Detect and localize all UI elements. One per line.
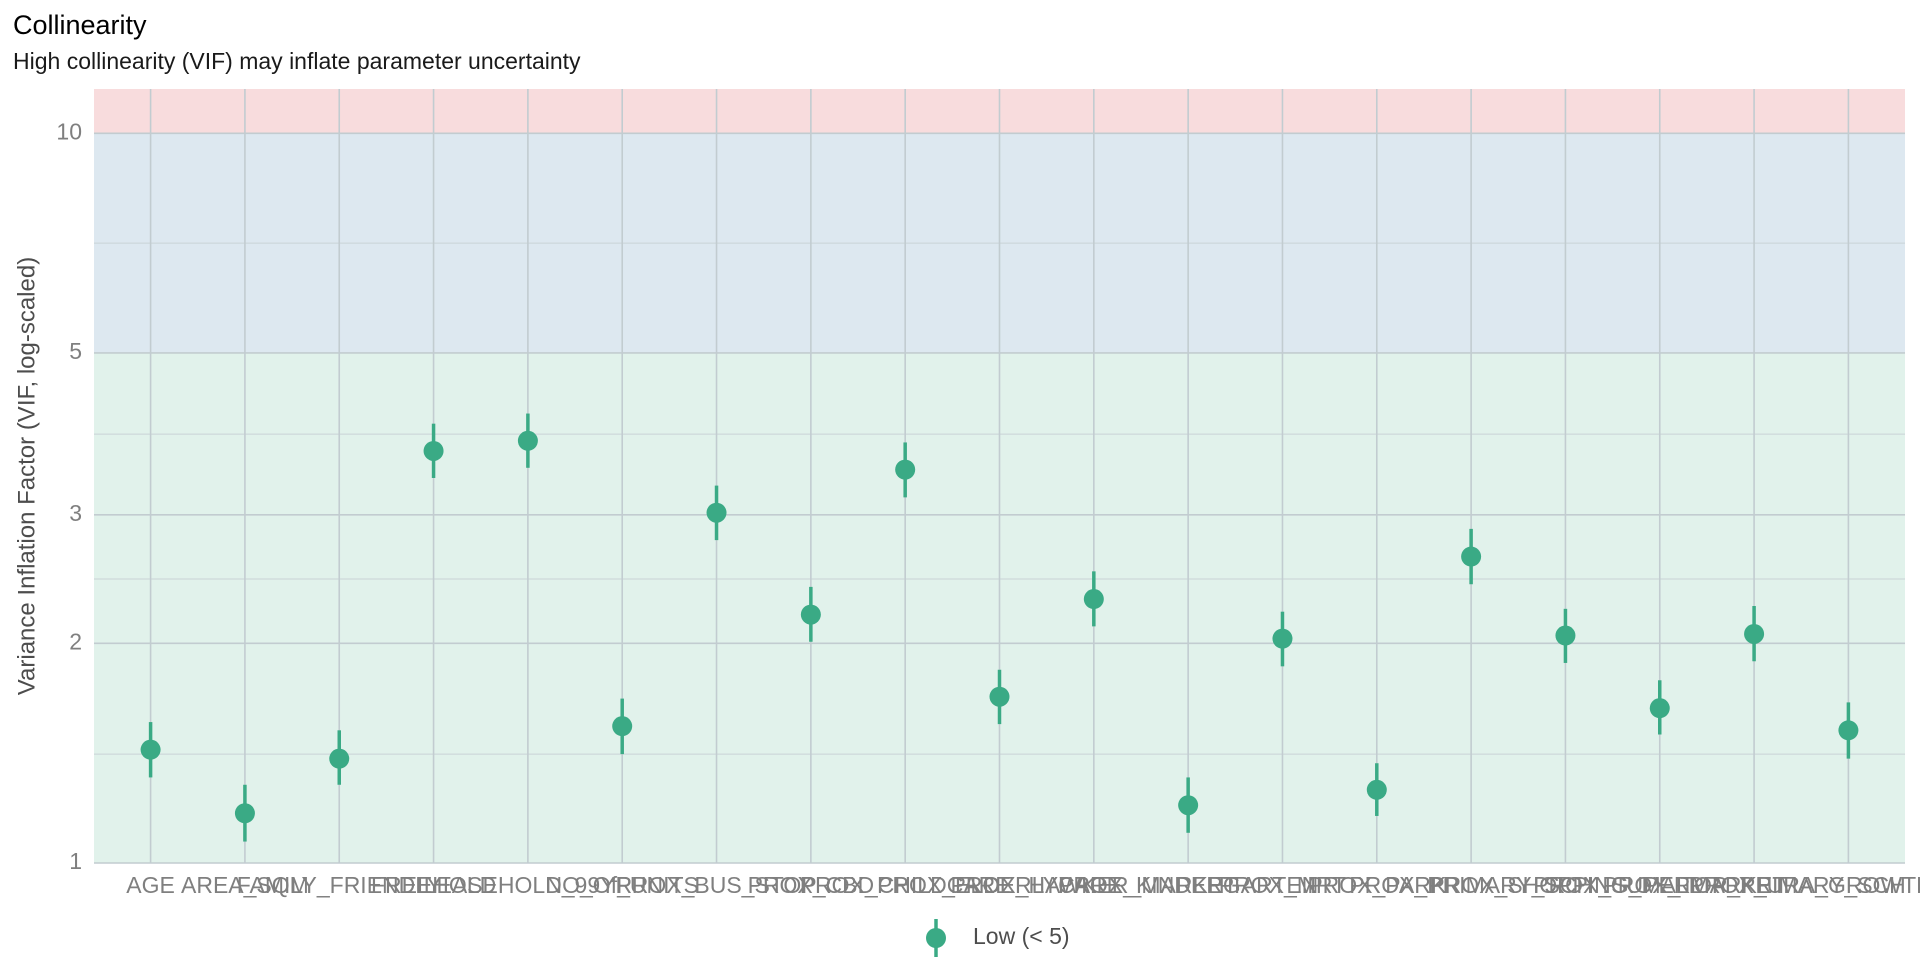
x-tick-label: PROX_SHOPPING_MALL <box>1429 872 1701 898</box>
x-tick-label: PROX_CBD <box>748 872 875 898</box>
legend-key <box>926 928 946 948</box>
x-tick-label: PROX_ELDERLYCARE <box>877 872 1122 898</box>
y-tick-label: 10 <box>56 118 82 144</box>
x-tick-label: NO_Of_UNITS <box>546 872 699 898</box>
x-tick-label: PROX_CHILDCARE <box>800 872 1011 898</box>
vif-point <box>1838 720 1859 741</box>
vif-point <box>423 440 444 461</box>
y-axis-title: Variance Inflation Factor (VIF, log-scal… <box>13 257 40 695</box>
vif-point <box>706 502 727 523</box>
x-tick-label: FAMILY_FRIENDLY <box>237 872 442 898</box>
vif-point <box>1083 589 1104 610</box>
x-tick-label: PROX_HAWKER_MARKET <box>950 872 1237 898</box>
vif-point <box>1461 546 1482 567</box>
y-tick-label: 3 <box>69 500 82 526</box>
vif-point <box>329 748 350 769</box>
vif-point <box>1178 795 1199 816</box>
vif-point <box>989 686 1010 707</box>
chart-subtitle: High collinearity (VIF) may inflate para… <box>13 48 581 74</box>
x-tick-label: PROX_BUS_STOP <box>616 872 816 898</box>
x-tick-label: PROX_TOP_PRIMARY_SCH <box>1602 872 1905 898</box>
y-tick-label: 5 <box>69 338 82 364</box>
y-tick-label: 1 <box>69 848 82 874</box>
vif-point <box>1555 625 1576 646</box>
x-tick-label: PROX_SUPERMARKET <box>1533 872 1786 898</box>
vif-point <box>234 803 255 824</box>
vif-point <box>612 716 633 737</box>
x-tick-label: LEASEHOLD_99YR <box>424 872 632 898</box>
x-tick-label: PROX_PRIMARY_SCH <box>1349 872 1593 898</box>
vif-point <box>517 430 538 451</box>
x-tick-label: PROX_URA_GROWTH_AREA <box>1689 872 1920 898</box>
y-tick-label: 2 <box>69 628 82 654</box>
x-tick-label: AREA_SQM <box>181 872 309 898</box>
vif-point <box>1366 779 1387 800</box>
x-tick-label: AGE <box>126 872 175 898</box>
chart-title: Collinearity <box>13 10 147 40</box>
vif-point <box>1649 698 1670 719</box>
vif-point <box>1744 623 1765 644</box>
legend-label: Low (< 5) <box>973 923 1070 949</box>
x-tick-label: FREEHOLD <box>371 872 496 898</box>
vif-point <box>140 739 161 760</box>
vif-point <box>800 604 821 625</box>
vif-point <box>895 459 916 480</box>
x-tick-label: PROX_KINDERGARTEN <box>1058 872 1318 898</box>
x-tick-label: PROX_PARK <box>1307 872 1447 898</box>
x-tick-label: PROX_MRT <box>1219 872 1346 898</box>
vif-point <box>1272 628 1293 649</box>
